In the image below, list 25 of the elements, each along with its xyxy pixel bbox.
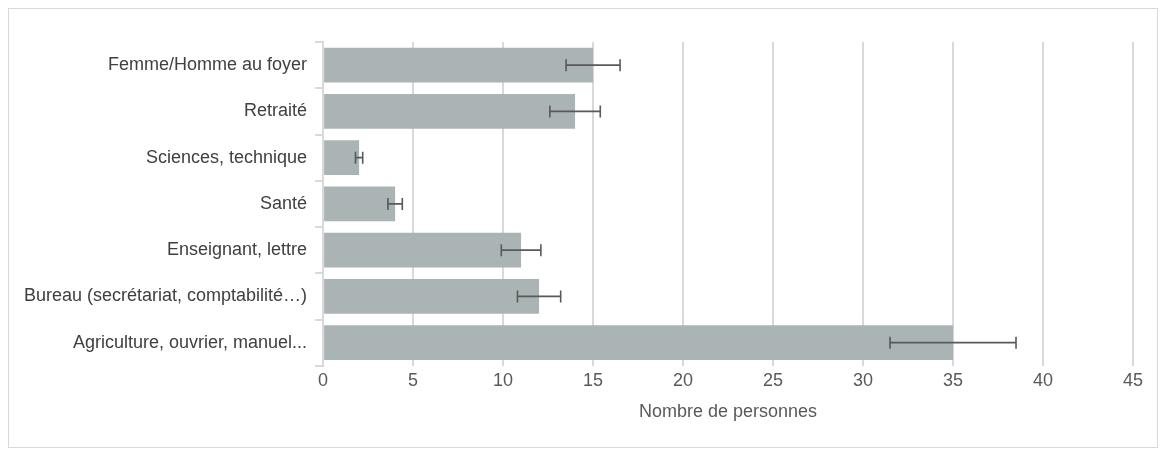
x-tick-label: 5	[408, 369, 419, 390]
x-tick-label: 15	[583, 369, 604, 390]
bar	[324, 140, 360, 175]
y-tick-label: Agriculture, ouvrier, manuel...	[73, 331, 308, 352]
y-tick-label: Bureau (secrétariat, comptabilité…)	[23, 285, 308, 306]
bar	[324, 186, 396, 222]
x-tick-label: 45	[1122, 369, 1144, 390]
x-tick-label: 0	[318, 369, 329, 390]
bar	[324, 232, 522, 268]
x-tick-label: 25	[763, 369, 784, 390]
bar	[324, 94, 576, 129]
x-tick-label: 35	[943, 369, 964, 390]
y-tick-label: Retraité	[244, 100, 308, 121]
x-axis-title: Nombre de personnes	[639, 401, 818, 422]
y-tick-label: Enseignant, lettre	[167, 239, 308, 260]
x-tick-label: 20	[673, 369, 694, 390]
x-tick-label: 30	[853, 369, 874, 390]
y-tick-label: Femme/Homme au foyer	[108, 54, 308, 75]
bar	[324, 325, 954, 361]
bar	[324, 279, 540, 314]
y-tick-label: Sciences, technique	[146, 146, 308, 167]
y-tick-label: Santé	[260, 192, 308, 213]
x-tick-label: 10	[493, 369, 514, 390]
x-tick-label: 40	[1033, 369, 1054, 390]
bar	[324, 47, 594, 83]
